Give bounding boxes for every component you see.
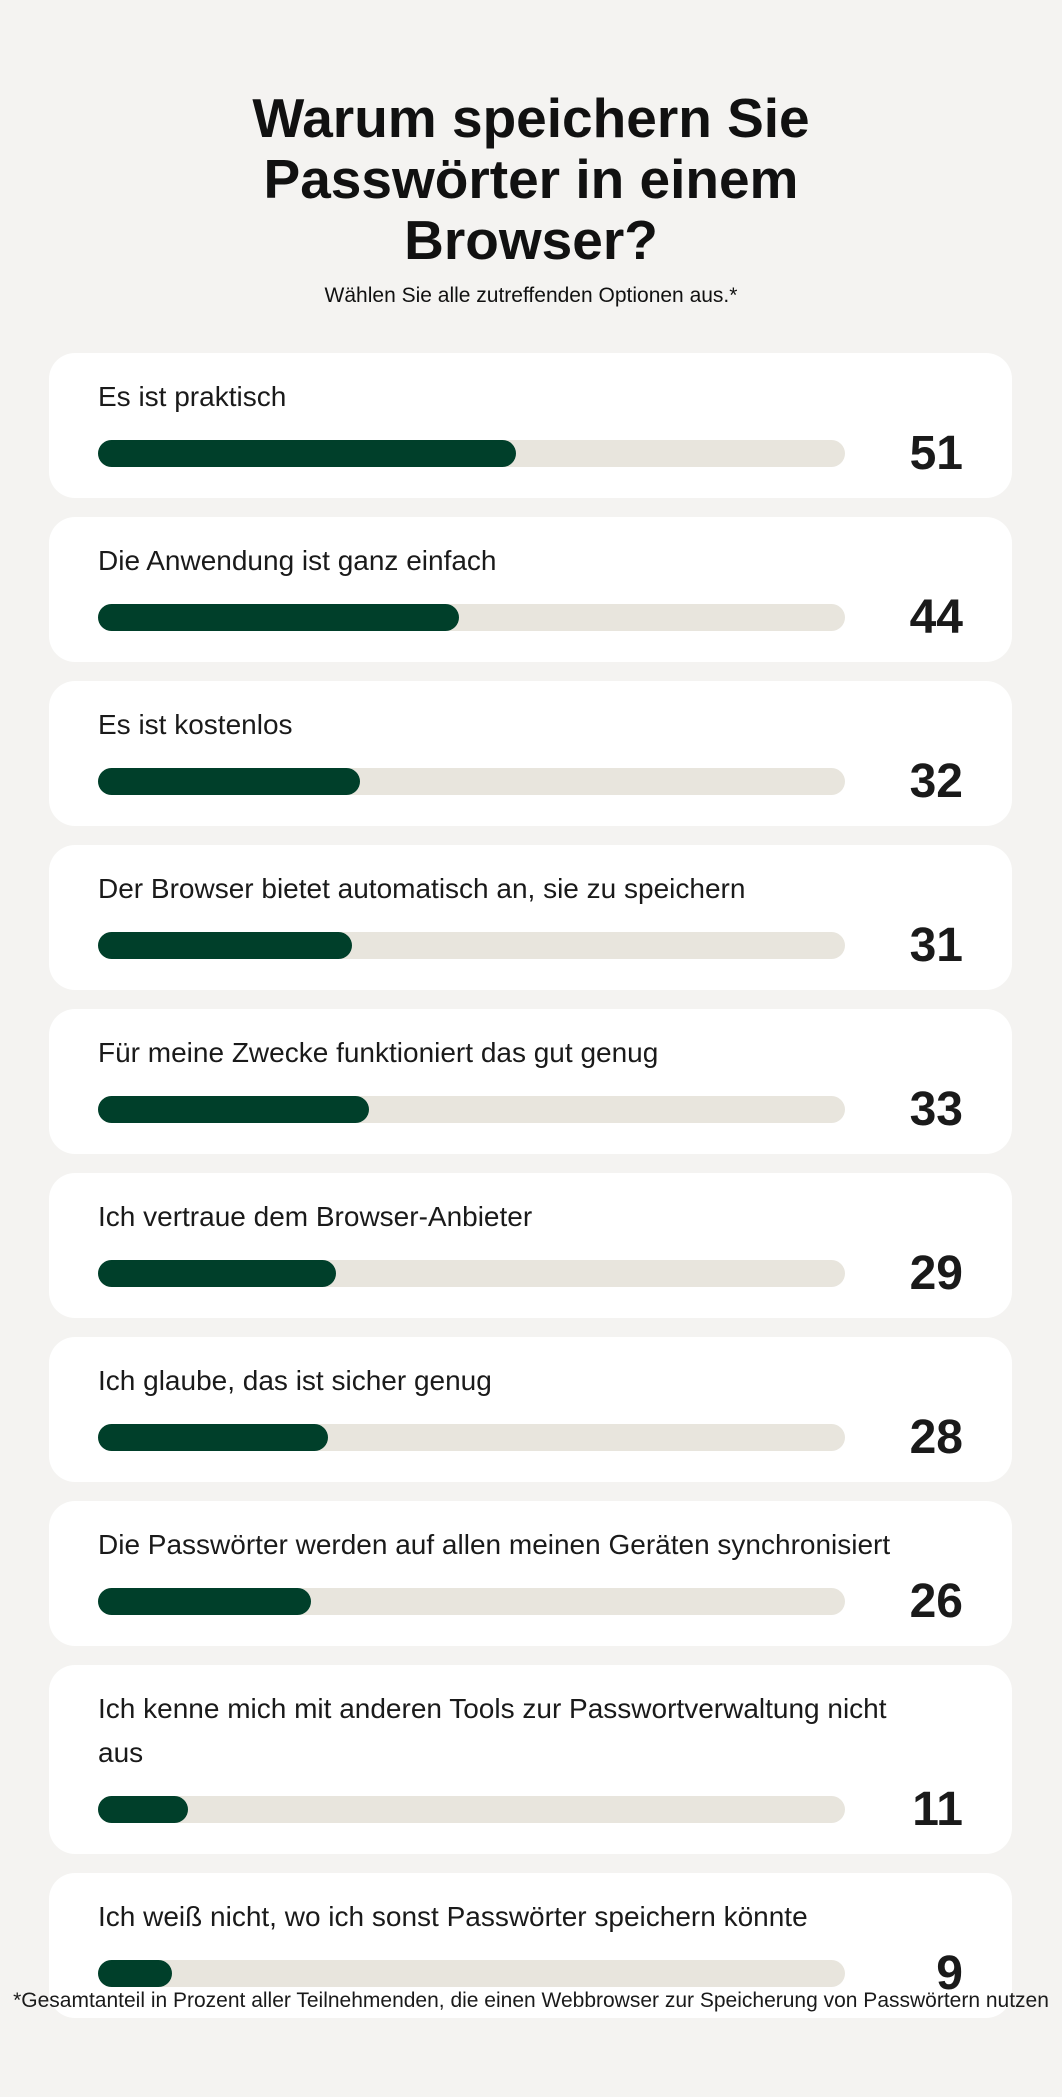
bar-card: Es ist praktisch 51 (49, 353, 1012, 498)
chart-title: Warum speichern Sie Passwörter in einem … (252, 87, 810, 271)
bar-track (98, 603, 845, 631)
value-label: 33 (909, 1082, 963, 1136)
footnote: *Gesamtanteil in Prozent aller Teilnehme… (13, 1989, 1049, 2012)
bar (98, 1423, 328, 1451)
bar-label: Ich vertraue dem Browser-Anbieter (98, 1201, 533, 1232)
bar-card: Ich glaube, das ist sicher genug 28 (49, 1337, 1012, 1482)
bar-card: Der Browser bietet automatisch an, sie z… (49, 845, 1012, 990)
value-label: 29 (909, 1246, 963, 1300)
bar-label: Die Anwendung ist ganz einfach (98, 545, 497, 576)
bar-card: Für meine Zwecke funktioniert das gut ge… (49, 1009, 1012, 1154)
bar-card: Es ist kostenlos 32 (49, 681, 1012, 826)
bar-row: 11 (98, 1783, 963, 1836)
bar (98, 439, 517, 467)
value-label: 44 (909, 590, 963, 644)
value-label: 31 (909, 918, 963, 972)
bar-label: Der Browser bietet automatisch an, sie z… (98, 873, 746, 904)
bar-card: Ich weiß nicht, wo ich sonst Passwörter … (49, 1873, 1012, 2018)
value-label: 26 (909, 1574, 963, 1628)
bar (98, 767, 361, 795)
bar-track (98, 767, 845, 795)
value-label: 28 (909, 1410, 963, 1464)
bar-row: 51 (98, 427, 963, 480)
bar-row: 26 (98, 1575, 963, 1628)
chart-subtitle: Wählen Sie alle zutreffenden Optionen au… (324, 284, 738, 307)
bar (98, 1259, 336, 1287)
value-label: 51 (909, 426, 963, 480)
bar (98, 603, 459, 631)
bar-card: Die Anwendung ist ganz einfach 44 (49, 517, 1012, 662)
bar-track (98, 439, 845, 467)
bar-track (98, 1959, 845, 1987)
bar-track (98, 931, 845, 959)
bar-row: 31 (98, 919, 963, 972)
bar-label: Ich kenne mich mit anderen Tools zur Pas… (98, 1693, 887, 1768)
bar-track (98, 1259, 845, 1287)
value-label: 9 (936, 1946, 963, 2000)
value-label: 11 (912, 1782, 963, 1836)
bar-label: Es ist praktisch (98, 381, 287, 412)
bar-label: Ich weiß nicht, wo ich sonst Passwörter … (98, 1901, 808, 1932)
bar-label: Ich glaube, das ist sicher genug (98, 1365, 492, 1396)
bar-label: Die Passwörter werden auf allen meinen G… (98, 1529, 891, 1560)
bar (98, 1959, 172, 1987)
bar-row: 29 (98, 1247, 963, 1300)
bar-track (98, 1095, 845, 1123)
bar (98, 1795, 189, 1823)
bar-label: Für meine Zwecke funktioniert das gut ge… (98, 1037, 659, 1068)
bar-card: Die Passwörter werden auf allen meinen G… (49, 1501, 1012, 1646)
value-label: 32 (909, 754, 963, 808)
bar (98, 1587, 312, 1615)
bar (98, 931, 353, 959)
bar-row: 44 (98, 591, 963, 644)
bar-card: Ich kenne mich mit anderen Tools zur Pas… (49, 1665, 1012, 1854)
bar-row: 28 (98, 1411, 963, 1464)
bar-track (98, 1795, 845, 1823)
bar-label: Es ist kostenlos (98, 709, 293, 740)
bar-track (98, 1587, 845, 1615)
bar-row: 33 (98, 1083, 963, 1136)
bar-track (98, 1423, 845, 1451)
bar (98, 1095, 369, 1123)
bar-list: Es ist praktisch 51 Die Anwendung ist ganz… (49, 353, 1012, 2018)
bar-card: Ich vertraue dem Browser-Anbieter 29 (49, 1173, 1012, 1318)
bar-row: 9 (98, 1947, 963, 2000)
bar-row: 32 (98, 755, 963, 808)
